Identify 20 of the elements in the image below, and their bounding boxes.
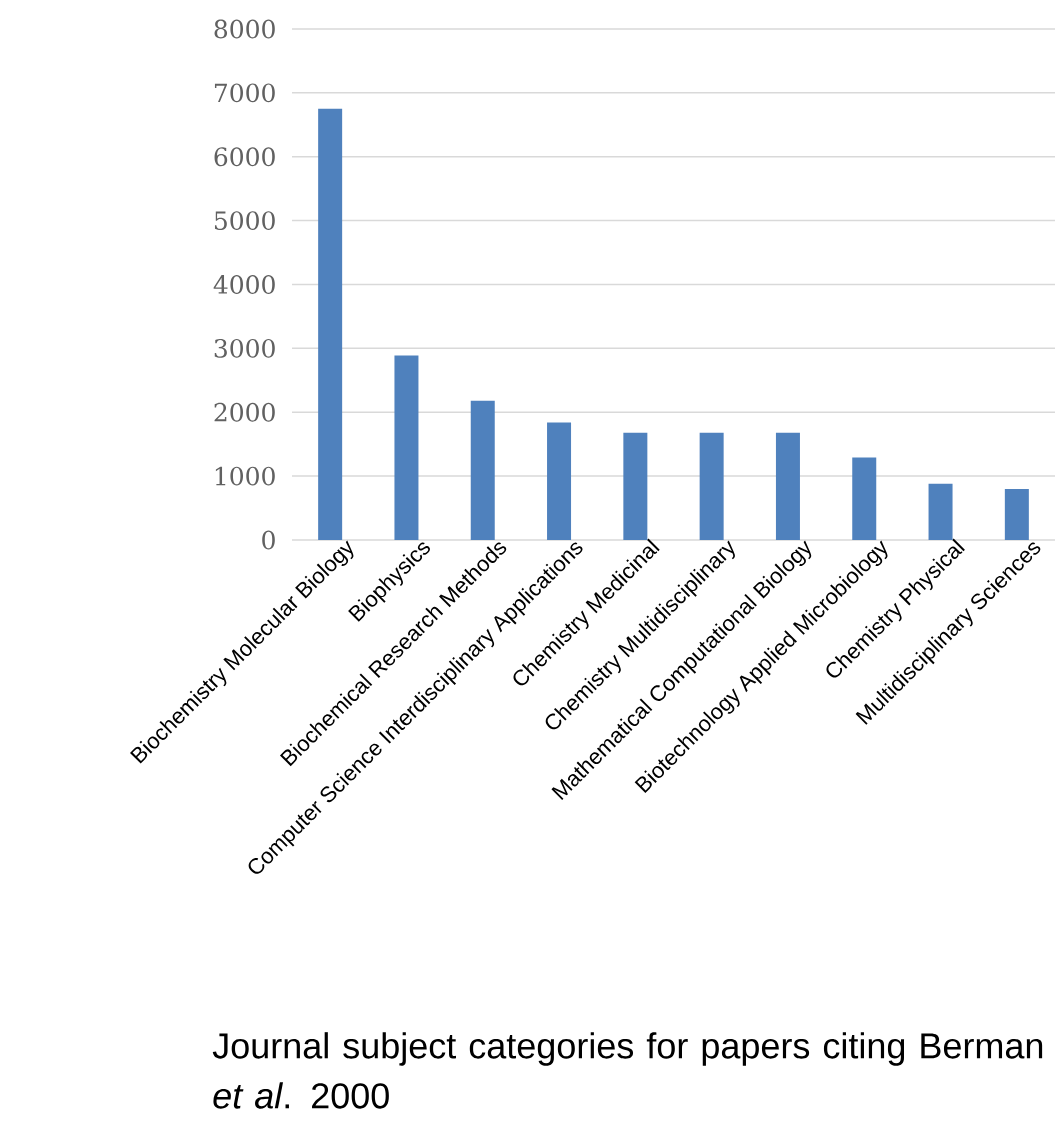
bar: [775, 432, 800, 540]
y-tick-label: 1000: [215, 466, 275, 486]
y-tick-label: 5000: [214, 211, 275, 231]
y-tick-label: 6000: [214, 147, 275, 167]
y-tick-label: 7000: [214, 83, 275, 103]
bar: [623, 432, 648, 540]
y-tick-label: 3000: [214, 338, 275, 358]
text: Journal subject categories for papers citing Berman et al. 2000: [212, 1032, 1043, 1109]
bar: [547, 422, 572, 540]
bar: [318, 108, 343, 540]
bar: [699, 432, 724, 540]
bar: [928, 483, 953, 540]
bar: [394, 355, 419, 540]
y-tick-label: 2000: [214, 402, 275, 422]
y-tick-label: 4000: [213, 275, 275, 294]
bar: [470, 400, 495, 540]
bar: [1004, 488, 1029, 540]
y-tick-label: 0: [262, 530, 275, 550]
y-tick-label: 8000: [214, 19, 275, 39]
bar: [852, 457, 877, 540]
